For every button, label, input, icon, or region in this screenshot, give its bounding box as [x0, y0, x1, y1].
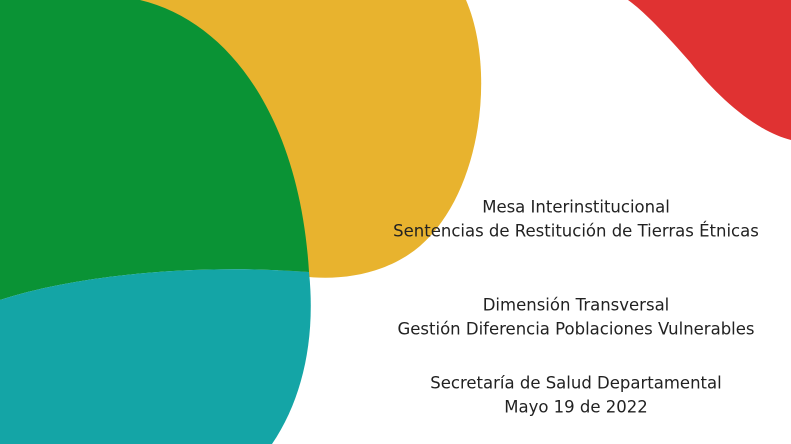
page: Mesa Interinstitucional Sentencias de Re…	[0, 0, 791, 444]
title-line: Mesa Interinstitucional	[482, 198, 670, 217]
slide: Mesa Interinstitucional Sentencias de Re…	[0, 0, 791, 444]
teal-shape	[0, 269, 311, 444]
dimension-line: Gestión Diferencia Poblaciones Vulnerabl…	[397, 320, 754, 339]
footer-line: Mayo 19 de 2022	[504, 398, 648, 417]
footer-line: Secretaría de Salud Departamental	[430, 374, 721, 393]
title-line: Sentencias de Restitución de Tierras Étn…	[393, 222, 759, 241]
dimension-line: Dimensión Transversal	[483, 296, 670, 315]
